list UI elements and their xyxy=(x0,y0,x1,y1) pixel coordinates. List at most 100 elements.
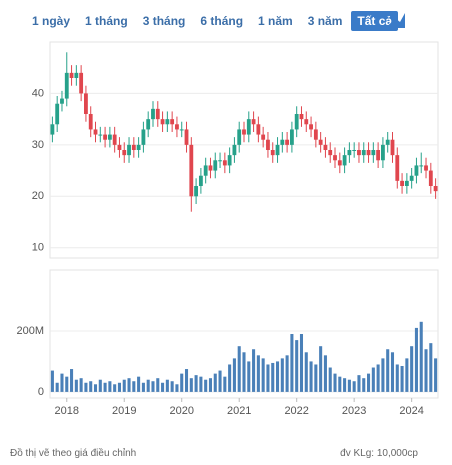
volume-bar xyxy=(371,367,375,392)
y-tick-label: 200M xyxy=(16,325,44,337)
candle-body xyxy=(357,150,361,156)
volume-bar xyxy=(180,373,184,392)
volume-bar xyxy=(304,352,308,392)
candle-body xyxy=(266,139,270,150)
candle-body xyxy=(84,93,88,114)
volume-bar xyxy=(122,379,126,392)
y-tick-label: 10 xyxy=(32,242,44,254)
x-tick-label: 2022 xyxy=(284,405,308,417)
volume-bar xyxy=(103,382,107,392)
volume-bar xyxy=(357,375,361,392)
volume-bar xyxy=(223,376,227,392)
chart-type-icon[interactable] xyxy=(388,13,405,28)
candle-body xyxy=(299,114,304,120)
candle-body xyxy=(122,150,127,156)
volume-bar xyxy=(419,321,423,392)
range-button[interactable]: 3 năm xyxy=(307,14,343,28)
candle-body xyxy=(160,119,165,125)
candle-body xyxy=(232,144,237,156)
volume-bar xyxy=(386,349,390,392)
volume-bar xyxy=(70,369,74,392)
volume-bar xyxy=(98,379,102,392)
candle-body xyxy=(165,119,170,125)
volume-bar xyxy=(271,362,275,392)
chart: 10 20 30 40 0 200M 2018 2019 2020 2021 2022 2023 202… xyxy=(16,13,439,417)
volume-bar xyxy=(314,364,318,392)
candle-body xyxy=(251,119,256,125)
volume-bar xyxy=(333,373,337,392)
candle-body xyxy=(107,134,112,140)
volume-bar xyxy=(362,378,366,392)
candle-body xyxy=(342,155,347,166)
range-button[interactable]: 1 ngày xyxy=(32,14,71,28)
volume-bar xyxy=(137,376,141,392)
candle-body xyxy=(175,124,179,130)
candle-body xyxy=(280,139,285,145)
candle-body xyxy=(409,175,414,181)
volume-bar xyxy=(204,379,208,392)
candle-body xyxy=(318,139,323,145)
volume-bar xyxy=(208,378,213,392)
volume-bar xyxy=(424,349,428,392)
candle-body xyxy=(309,124,313,130)
x-tick-label: 2018 xyxy=(55,405,79,417)
volume-bar xyxy=(242,352,246,392)
candle-body xyxy=(385,139,390,145)
volume-bar xyxy=(151,381,155,392)
x-tick-label: 2020 xyxy=(169,405,193,417)
candle-body xyxy=(227,155,232,166)
candle-body xyxy=(395,155,400,181)
range-button[interactable]: 1 tháng xyxy=(85,14,128,28)
candle-body xyxy=(131,144,136,150)
candle-body xyxy=(323,144,328,150)
candle-body xyxy=(179,129,184,131)
volume-bar xyxy=(237,346,241,392)
candle-body xyxy=(146,119,151,130)
volume-bar xyxy=(367,373,371,392)
candle-body xyxy=(376,150,381,161)
candle-body xyxy=(337,160,342,166)
candle-body xyxy=(64,72,69,99)
candle-body xyxy=(400,180,404,186)
x-tick-label: 2019 xyxy=(112,405,136,417)
candle-body xyxy=(88,114,93,130)
volume-bar xyxy=(65,376,69,392)
volume-bar xyxy=(79,378,83,392)
volume-bar xyxy=(141,382,145,392)
candle-body xyxy=(256,124,261,135)
volume-bar xyxy=(50,370,54,392)
candle-body xyxy=(127,144,131,156)
range-button[interactable]: 6 tháng xyxy=(200,14,244,28)
volume-bar xyxy=(113,384,117,392)
candle-body xyxy=(304,119,309,125)
candle-body xyxy=(371,150,376,156)
candle-body xyxy=(213,160,218,171)
volume-bar xyxy=(175,384,179,392)
volume-bar xyxy=(295,340,299,392)
volume-bar xyxy=(400,366,404,392)
volume-bar xyxy=(156,378,160,392)
candle-body xyxy=(103,134,108,140)
volume-bar xyxy=(429,343,433,392)
candle-body xyxy=(194,186,199,197)
volume-bar xyxy=(261,358,265,392)
range-button[interactable]: 3 tháng xyxy=(142,14,186,28)
candle-body xyxy=(93,129,98,135)
candle-body xyxy=(347,150,352,156)
candle-body xyxy=(136,144,141,150)
volume-bar xyxy=(55,382,59,392)
volume-bar xyxy=(218,370,222,392)
candle-body xyxy=(424,165,428,171)
volume-bar xyxy=(199,376,203,392)
range-button[interactable]: 1 năm xyxy=(258,14,293,28)
volume-bar xyxy=(381,358,385,392)
range-button[interactable]: Tất cả xyxy=(351,11,399,31)
y-tick-label: 40 xyxy=(32,87,44,99)
volume-bar xyxy=(323,355,327,392)
volume-bar xyxy=(352,381,356,392)
volume-bar xyxy=(390,352,395,392)
candle-body xyxy=(270,150,275,156)
volume-bar xyxy=(347,379,351,392)
volume-bar xyxy=(60,373,64,392)
candle-body xyxy=(218,160,222,162)
